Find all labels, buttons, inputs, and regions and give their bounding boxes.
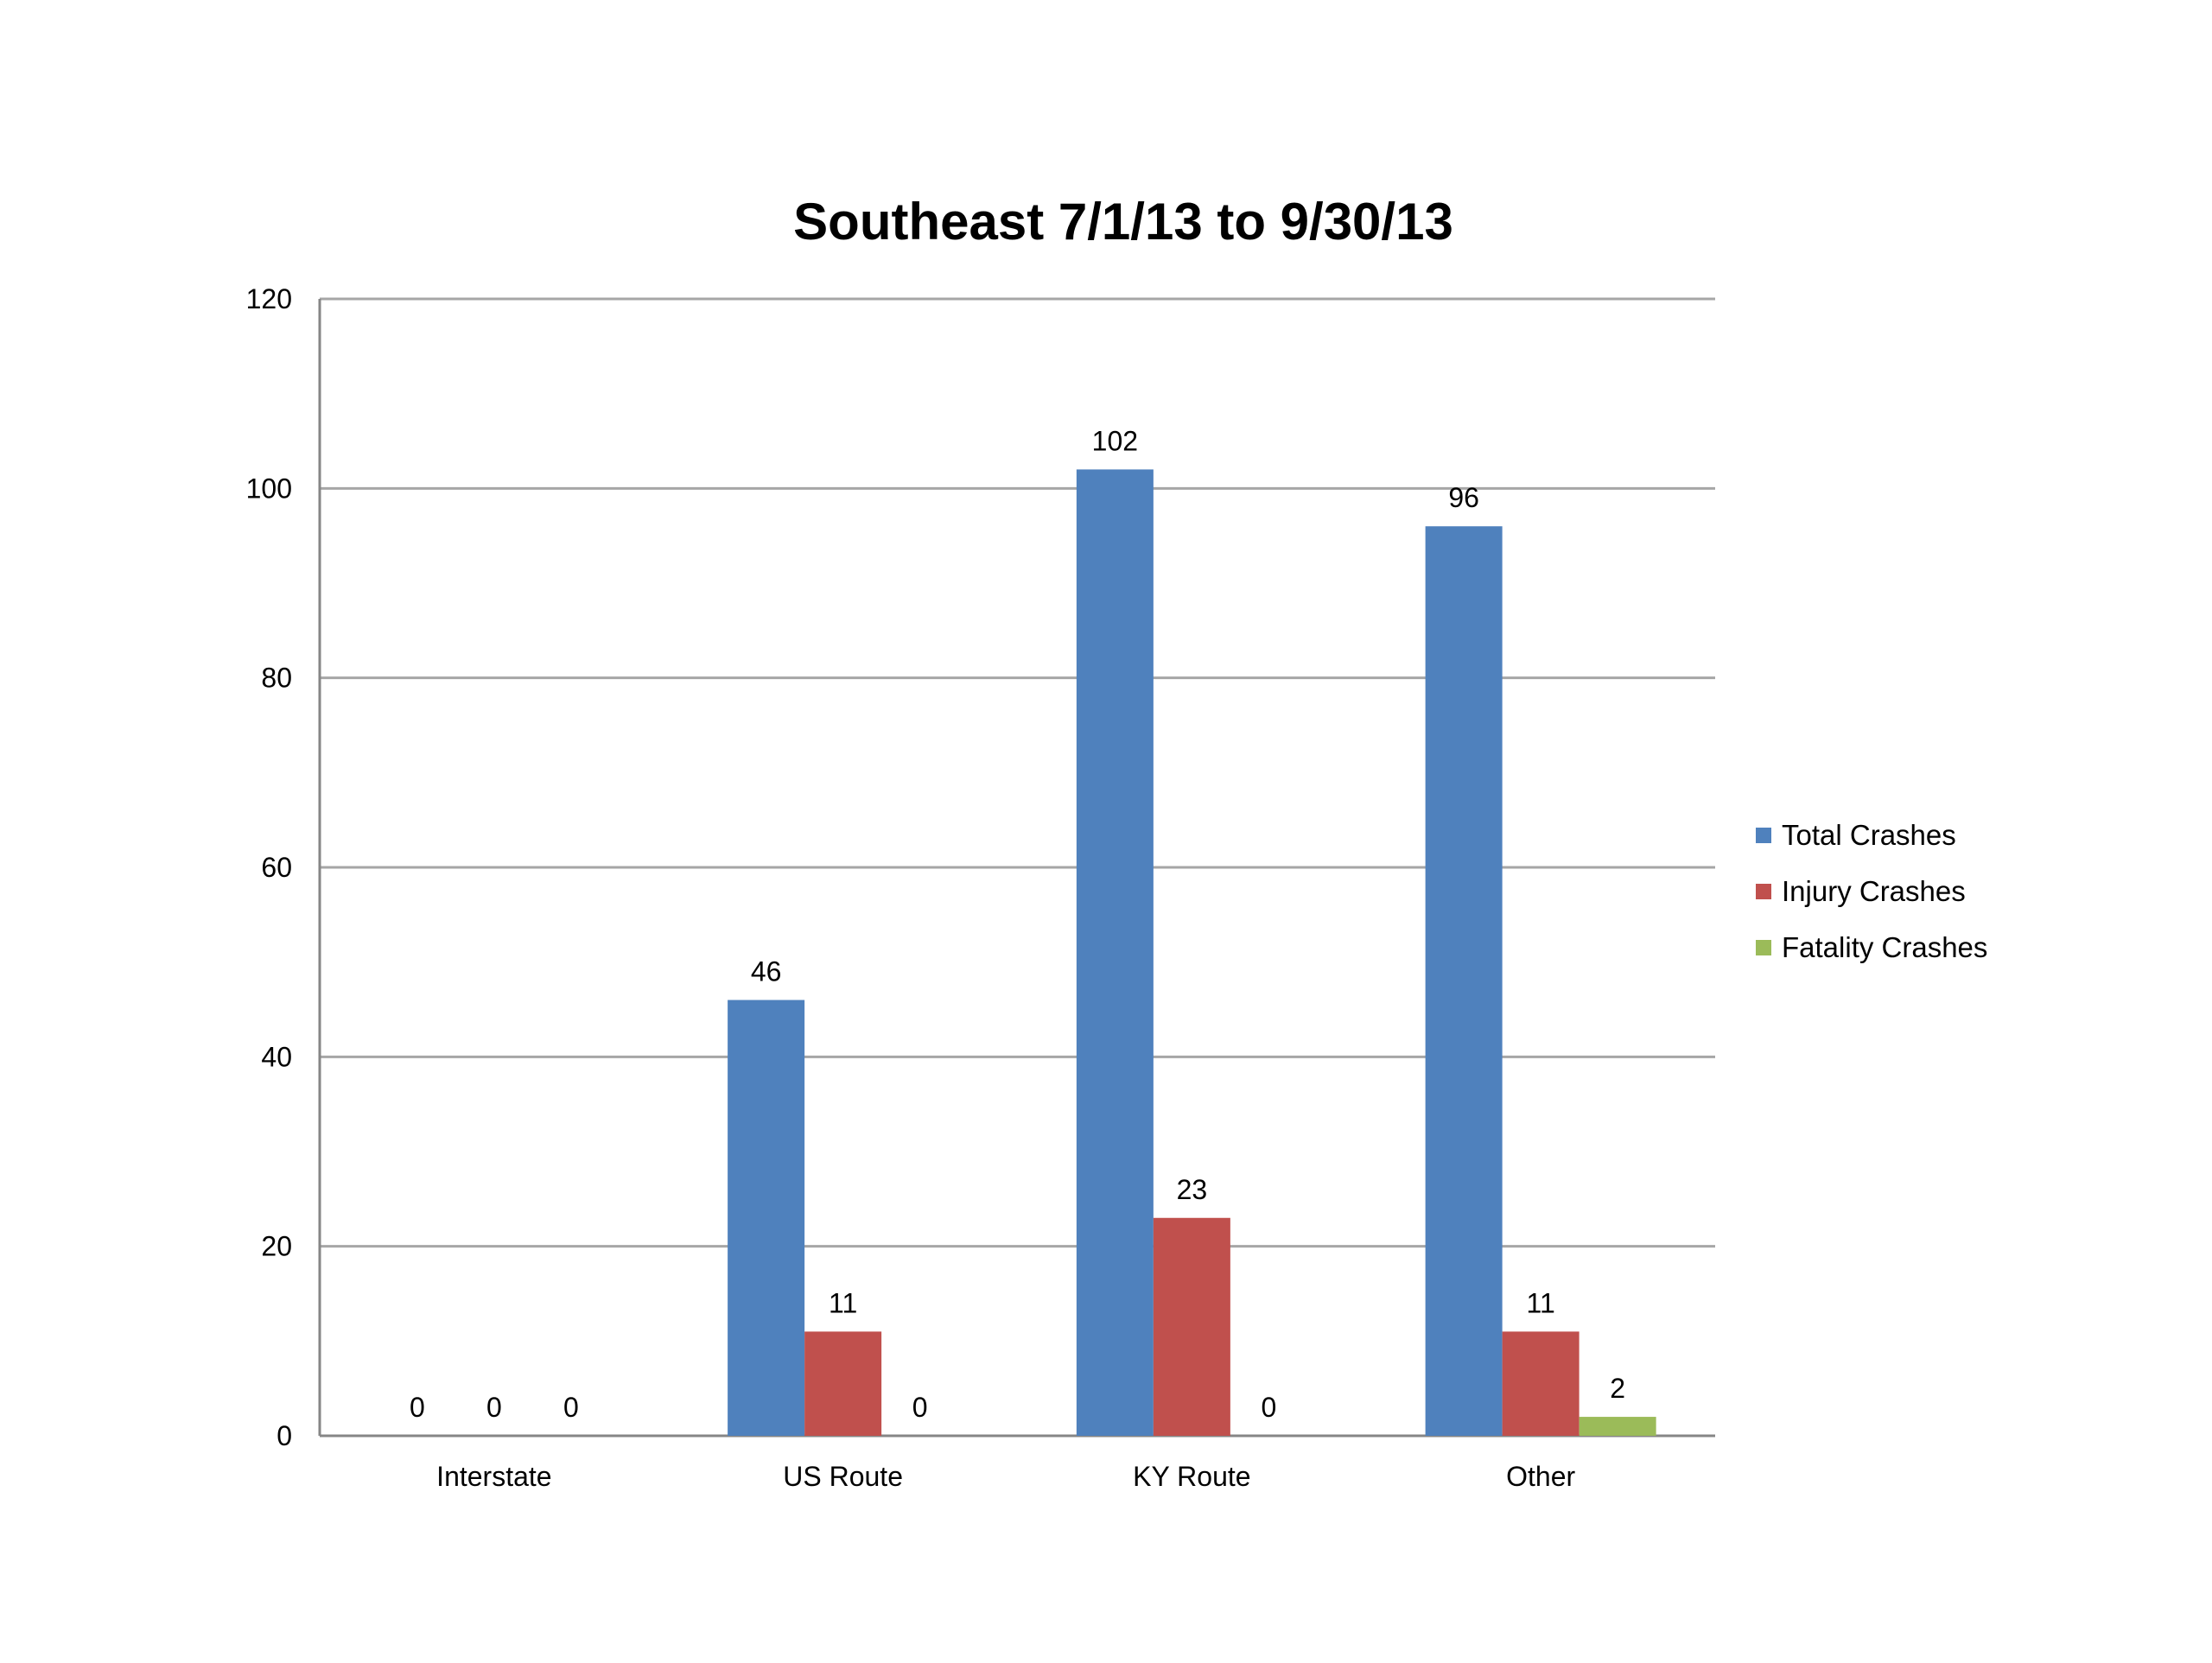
bar — [804, 1331, 882, 1436]
bar — [1076, 469, 1154, 1436]
y-tick-label: 40 — [261, 1041, 292, 1072]
data-label: 96 — [1448, 482, 1479, 513]
y-tick-label: 100 — [246, 473, 292, 504]
data-label: 11 — [1527, 1287, 1555, 1318]
bar — [1153, 1217, 1230, 1436]
bar — [1579, 1417, 1656, 1436]
chart-title: Southeast 7/1/13 to 9/30/13 — [793, 193, 1453, 251]
data-label: 102 — [1092, 425, 1138, 456]
legend-swatch — [1756, 827, 1771, 843]
data-label: 0 — [563, 1392, 579, 1423]
data-label: 0 — [410, 1392, 425, 1423]
legend-swatch — [1756, 883, 1771, 899]
legend-label: Injury Crashes — [1782, 874, 1966, 907]
y-tick-label: 20 — [261, 1231, 292, 1262]
x-tick-label: Interstate — [436, 1461, 551, 1492]
bar — [1425, 526, 1503, 1437]
data-label: 0 — [912, 1392, 928, 1423]
data-label: 46 — [751, 956, 782, 987]
data-label: 23 — [1177, 1174, 1208, 1205]
data-label: 11 — [829, 1287, 857, 1318]
legend-swatch — [1756, 939, 1771, 955]
x-tick-label: Other — [1506, 1461, 1575, 1492]
y-tick-label: 60 — [261, 852, 292, 883]
legend-item: Total Crashes — [1756, 807, 1987, 863]
bar — [728, 1000, 805, 1436]
legend-label: Total Crashes — [1782, 818, 1956, 851]
data-label: 0 — [1261, 1392, 1276, 1423]
legend-item: Injury Crashes — [1756, 863, 1987, 919]
bar — [1502, 1331, 1580, 1436]
data-label: 0 — [486, 1392, 502, 1423]
y-tick-label: 80 — [261, 663, 292, 694]
legend-item: Fatality Crashes — [1756, 919, 1987, 975]
x-tick-label: US Route — [783, 1461, 903, 1492]
legend: Total Crashes Injury Crashes Fatality Cras… — [1756, 807, 1987, 975]
y-tick-label: 0 — [276, 1420, 292, 1451]
legend-label: Fatality Crashes — [1782, 930, 1988, 963]
x-tick-label: KY Route — [1133, 1461, 1250, 1492]
y-tick-label: 120 — [246, 283, 292, 314]
data-label: 2 — [1610, 1373, 1625, 1404]
